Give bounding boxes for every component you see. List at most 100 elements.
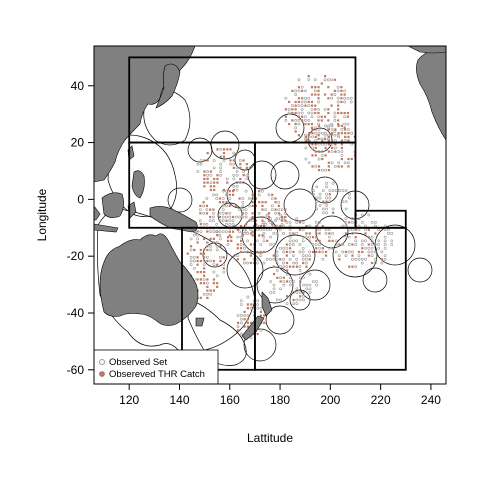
set-point — [343, 122, 347, 126]
set-point — [324, 232, 328, 235]
set-point — [278, 213, 282, 217]
catch-point — [218, 201, 222, 204]
region-box — [254, 226, 407, 371]
catch-point — [245, 223, 248, 226]
catch-point — [222, 151, 226, 155]
set-point — [295, 298, 299, 302]
set-point — [239, 317, 243, 321]
y-tick-label: -20 — [67, 249, 85, 263]
set-point — [290, 104, 294, 108]
set-point — [328, 189, 332, 192]
set-point — [341, 189, 345, 192]
set-point — [333, 133, 337, 137]
catch-point — [315, 236, 318, 239]
set-point — [337, 150, 341, 154]
set-point — [244, 230, 248, 234]
set-point — [343, 161, 347, 165]
set-point — [241, 208, 245, 212]
catch-point — [323, 137, 327, 140]
catch-point — [262, 224, 266, 228]
catch-point — [222, 201, 225, 204]
set-point — [285, 302, 289, 306]
catch-point — [277, 212, 280, 215]
set-point — [202, 204, 206, 208]
catch-point — [212, 241, 216, 244]
catch-point — [315, 224, 318, 228]
set-point — [297, 78, 301, 82]
set-point — [367, 246, 371, 250]
catch-point — [226, 148, 229, 151]
set-point — [295, 291, 299, 294]
set-point — [246, 232, 250, 235]
set-point — [272, 287, 276, 291]
catch-point — [274, 201, 277, 204]
set-point — [244, 189, 248, 193]
catch-point — [327, 119, 330, 122]
set-point — [311, 243, 315, 246]
set-point — [340, 153, 344, 157]
catch-point — [291, 108, 294, 111]
catch-point — [351, 254, 354, 257]
set-point — [269, 235, 272, 239]
set-point — [301, 235, 305, 239]
set-point — [215, 222, 219, 226]
catch-point — [219, 259, 222, 263]
set-point — [192, 255, 196, 259]
set-point — [206, 173, 210, 177]
catch-point — [294, 108, 297, 111]
catch-point — [340, 89, 343, 92]
set-point — [367, 213, 371, 217]
set-point — [235, 170, 239, 173]
set-point — [256, 306, 260, 310]
catch-point — [232, 166, 235, 169]
set-point — [256, 261, 259, 265]
set-point — [199, 162, 203, 166]
set-point — [202, 278, 206, 281]
set-point — [370, 250, 374, 254]
set-point — [225, 215, 228, 219]
set-point — [351, 217, 354, 221]
set-point — [209, 173, 213, 177]
x-axis: 120 140 160 180 200 220 240 — [119, 383, 441, 407]
catch-point — [367, 243, 370, 246]
catch-point — [308, 232, 311, 235]
catch-point — [351, 243, 354, 246]
set-point — [347, 161, 350, 165]
set-point — [225, 193, 228, 197]
y-tick-label: -60 — [67, 363, 85, 377]
set-point — [390, 239, 394, 243]
set-point — [264, 222, 268, 226]
land-new-zealand-north — [261, 291, 273, 317]
catch-point — [225, 219, 228, 222]
set-point — [320, 153, 324, 157]
set-point — [212, 193, 215, 197]
catch-point — [340, 146, 344, 150]
set-point — [209, 292, 213, 296]
set-point — [219, 147, 223, 151]
set-point — [328, 196, 332, 200]
set-point — [315, 207, 319, 211]
catch-point — [206, 230, 209, 233]
catch-point — [314, 146, 317, 150]
catch-point — [323, 93, 327, 96]
set-point — [275, 250, 279, 254]
set-point — [304, 157, 308, 161]
catch-point — [254, 223, 258, 226]
set-point — [282, 246, 285, 250]
set-point — [383, 235, 387, 239]
set-point — [370, 220, 374, 224]
catch-point — [206, 285, 209, 288]
catch-point — [304, 104, 307, 107]
set-point — [336, 96, 340, 100]
catch-point — [209, 208, 212, 211]
set-point — [318, 243, 321, 246]
set-point — [233, 254, 236, 258]
set-point — [292, 302, 296, 306]
set-point — [241, 204, 245, 208]
set-point — [270, 204, 274, 208]
set-point — [295, 232, 299, 235]
catch-point — [249, 232, 252, 235]
catch-point — [294, 130, 297, 133]
catch-point — [261, 215, 264, 219]
set-point — [325, 192, 328, 196]
